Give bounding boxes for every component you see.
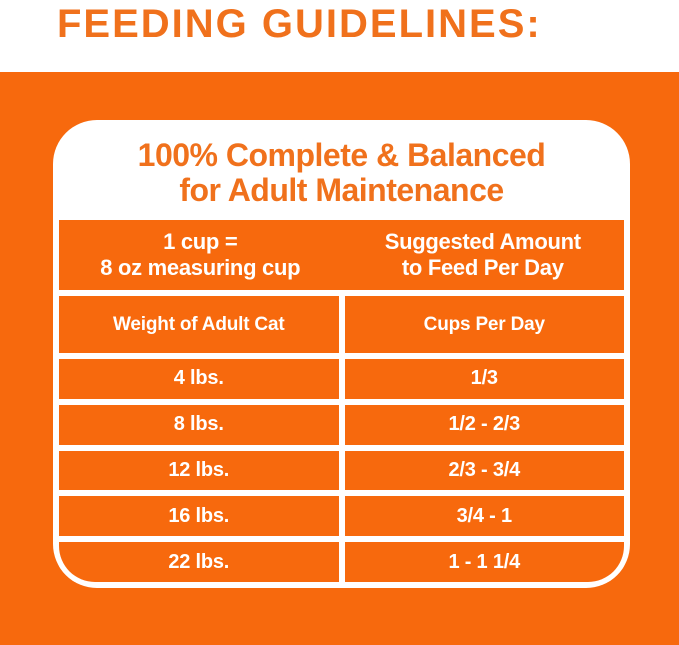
- top-band: FEEDING GUIDELINES:: [0, 0, 679, 72]
- cups-cell-22lbs: 1 - 1 1/4: [344, 542, 624, 582]
- card-title: 100% Complete & Balanced for Adult Maint…: [59, 120, 624, 220]
- weight-cell-22lbs: 22 lbs.: [59, 542, 339, 582]
- card-title-line2: for Adult Maintenance: [179, 172, 504, 208]
- cups-cell-8lbs: 1/2 - 2/3: [344, 404, 624, 445]
- weight-cell-8lbs: 8 lbs.: [59, 404, 339, 445]
- feeding-table: 1 cup = 8 oz measuring cup Suggested Amo…: [59, 220, 624, 582]
- card-title-line1: 100% Complete & Balanced: [137, 137, 546, 173]
- column-header-cups: Cups Per Day: [344, 296, 624, 353]
- cups-cell-16lbs: 3/4 - 1: [344, 496, 624, 537]
- table-header-row: 1 cup = 8 oz measuring cup Suggested Amo…: [59, 220, 624, 290]
- header-suggested-amount-line1: Suggested Amount: [384, 229, 581, 254]
- weight-cell-4lbs: 4 lbs.: [59, 359, 339, 399]
- column-header-weight: Weight of Adult Cat: [59, 296, 339, 353]
- page-title: FEEDING GUIDELINES:: [57, 2, 542, 46]
- cups-cell-12lbs: 2/3 - 3/4: [344, 450, 624, 491]
- header-suggested-amount-line2: to Feed Per Day: [401, 255, 564, 280]
- weight-cell-12lbs: 12 lbs.: [59, 450, 339, 491]
- guidelines-card: 100% Complete & Balanced for Adult Maint…: [53, 120, 630, 588]
- header-cup-measure-line2: 8 oz measuring cup: [100, 255, 301, 280]
- weight-cell-16lbs: 16 lbs.: [59, 496, 339, 537]
- cups-cell-4lbs: 1/3: [344, 359, 624, 399]
- header-cup-measure: 1 cup = 8 oz measuring cup: [59, 220, 342, 290]
- header-cup-measure-line1: 1 cup =: [163, 229, 238, 254]
- header-suggested-amount: Suggested Amount to Feed Per Day: [342, 220, 625, 290]
- orange-section: 100% Complete & Balanced for Adult Maint…: [0, 72, 679, 645]
